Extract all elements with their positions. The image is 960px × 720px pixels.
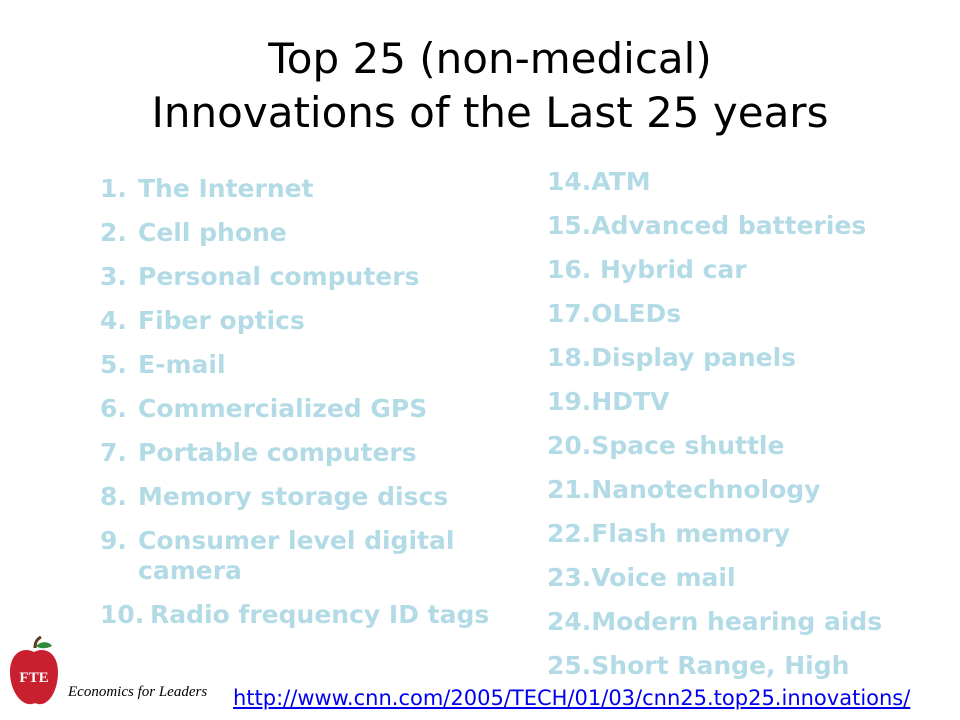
list-number: 8. <box>100 482 127 511</box>
list-item: 23.Voice mail <box>547 563 957 593</box>
list-text: Radio frequency ID tags <box>150 600 490 629</box>
list-text: The Internet <box>138 174 314 203</box>
list-text: Short Range, High <box>591 651 850 680</box>
list-number: 3. <box>100 262 127 291</box>
list-number: 24. <box>547 607 592 636</box>
list-text: Flash memory <box>591 519 791 548</box>
list-item: 20.Space shuttle <box>547 431 957 461</box>
list-item: 8. Memory storage discs <box>100 482 500 512</box>
logo-text: FTE <box>19 670 48 686</box>
list-text: Portable computers <box>138 438 417 467</box>
list-item: 4. Fiber optics <box>100 306 500 336</box>
list-item: 5. E-mail <box>100 350 500 380</box>
list-number: 5. <box>100 350 127 379</box>
list-item: 24.Modern hearing aids <box>547 607 957 637</box>
list-item: 6. Commercialized GPS <box>100 394 500 424</box>
list-item: 7. Portable computers <box>100 438 500 468</box>
list-text: Space shuttle <box>591 431 785 460</box>
list-number: 16. <box>547 255 600 284</box>
list-item: 16. Hybrid car <box>547 255 957 285</box>
list-item: 9. Consumer level digital camera <box>100 526 500 586</box>
list-number: 15. <box>547 211 592 240</box>
list-number: 1. <box>100 174 127 203</box>
title-line-2: Innovations of the Last 25 years <box>151 88 829 137</box>
list-number: 22. <box>547 519 592 548</box>
fte-apple-logo: FTE <box>8 635 60 708</box>
list-number: 21. <box>547 475 592 504</box>
list-text: Consumer level digital camera <box>138 526 455 585</box>
list-item: 15.Advanced batteries <box>547 211 957 241</box>
list-text: Voice mail <box>591 563 736 592</box>
list-text: ATM <box>591 167 651 196</box>
list-item: 18.Display panels <box>547 343 957 373</box>
list-number: 20. <box>547 431 592 460</box>
list-item: 2. Cell phone <box>100 218 500 248</box>
slide-title: Top 25 (non-medical) Innovations of the … <box>60 32 920 140</box>
list-text: Display panels <box>591 343 797 372</box>
list-item: 3. Personal computers <box>100 262 500 292</box>
title-line-1: Top 25 (non-medical) <box>268 34 712 83</box>
list-number: 6. <box>100 394 127 423</box>
list-text: HDTV <box>591 387 670 416</box>
innovations-list-left: 1. The Internet 2. Cell phone 3. Personal c… <box>100 174 500 644</box>
list-text: Modern hearing aids <box>591 607 883 636</box>
list-text: Nanotechnology <box>591 475 821 504</box>
list-text: Cell phone <box>138 218 287 247</box>
list-number: 17. <box>547 299 592 328</box>
org-name: Economics for Leaders <box>68 684 208 700</box>
list-number: 23. <box>547 563 592 592</box>
list-text: E-mail <box>138 350 226 379</box>
list-number: 14. <box>547 167 592 196</box>
list-number: 10. <box>100 600 145 629</box>
list-text: Hybrid car <box>600 255 747 284</box>
list-text: OLEDs <box>591 299 682 328</box>
list-text: Commercialized GPS <box>138 394 428 423</box>
list-item: 14.ATM <box>547 167 957 197</box>
list-item: 10. Radio frequency ID tags <box>100 600 500 630</box>
list-number: 19. <box>547 387 592 416</box>
innovations-list-right: 14.ATM 15.Advanced batteries 16. Hybrid … <box>547 167 957 695</box>
list-item: 25.Short Range, High <box>547 651 957 681</box>
list-text: Memory storage discs <box>138 482 449 511</box>
list-item: 22.Flash memory <box>547 519 957 549</box>
list-item: 19.HDTV <box>547 387 957 417</box>
list-number: 4. <box>100 306 127 335</box>
list-number: 7. <box>100 438 127 467</box>
list-text: Personal computers <box>138 262 420 291</box>
list-number: 9. <box>100 526 127 555</box>
list-item: 17.OLEDs <box>547 299 957 329</box>
list-text: Fiber optics <box>138 306 305 335</box>
list-number: 2. <box>100 218 127 247</box>
apple-icon: FTE <box>10 635 58 705</box>
list-item: 1. The Internet <box>100 174 500 204</box>
source-link[interactable]: http://www.cnn.com/2005/TECH/01/03/cnn25… <box>233 686 911 710</box>
list-item: 21.Nanotechnology <box>547 475 957 505</box>
list-number: 18. <box>547 343 592 372</box>
list-text: Advanced batteries <box>591 211 867 240</box>
list-number: 25. <box>547 651 592 680</box>
